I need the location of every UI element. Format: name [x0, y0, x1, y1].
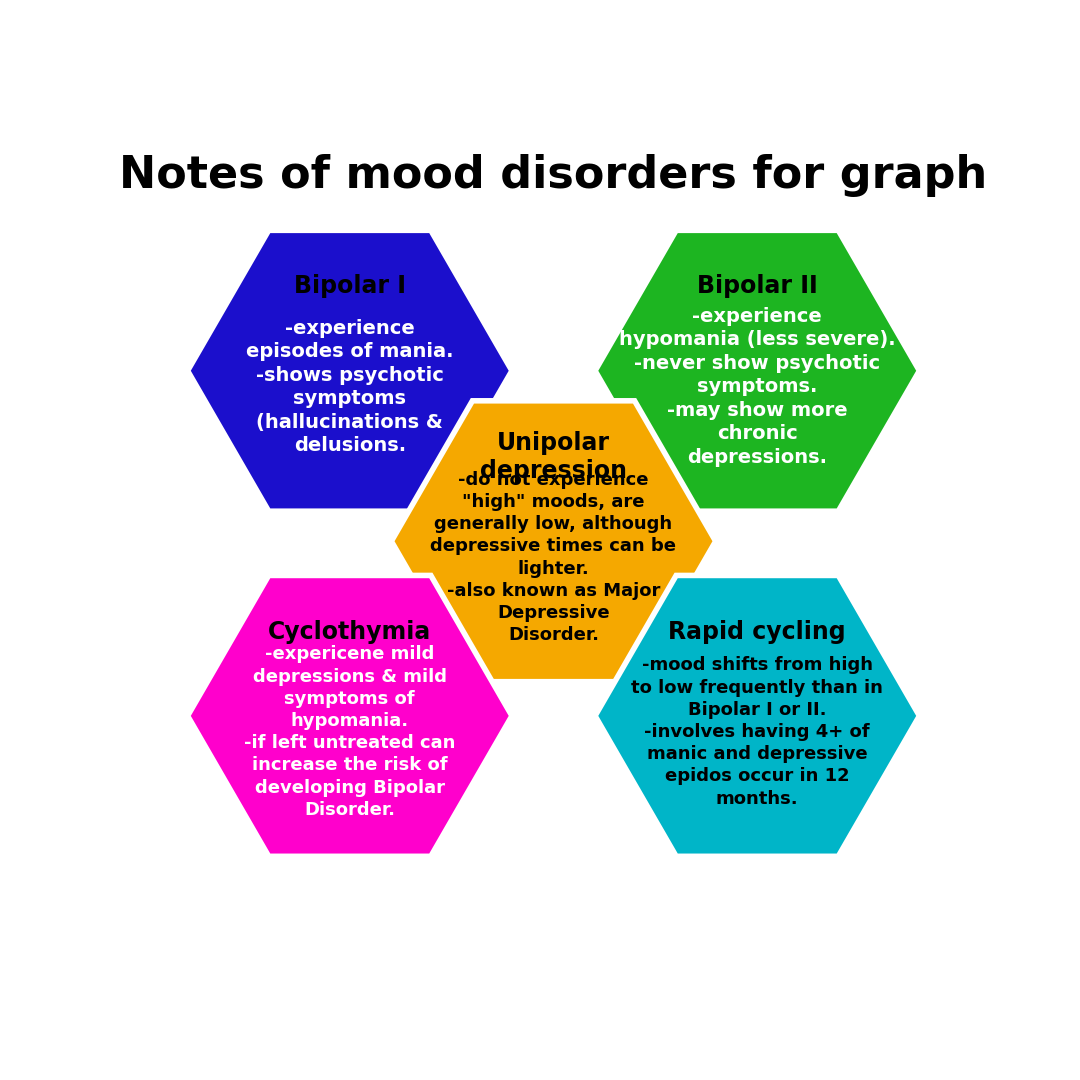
Text: -expericene mild
depressions & mild
symptoms of
hypomania.
-if left untreated ca: -expericene mild depressions & mild symp… [244, 646, 456, 819]
Text: -mood shifts from high
to low frequently than in
Bipolar I or II.
-involves havi: -mood shifts from high to low frequently… [632, 657, 883, 808]
Text: Bipolar I: Bipolar I [294, 274, 406, 298]
Text: Cyclothymia: Cyclothymia [268, 620, 431, 644]
Polygon shape [188, 576, 512, 856]
Text: -experience
episodes of mania.
-shows psychotic
symptoms
(hallucinations &
delus: -experience episodes of mania. -shows ps… [246, 319, 454, 456]
Text: Unipolar
depression: Unipolar depression [480, 431, 627, 483]
Text: Rapid cycling: Rapid cycling [669, 620, 846, 644]
Text: -experience
hypomania (less severe).
-never show psychotic
symptoms.
-may show m: -experience hypomania (less severe). -ne… [619, 307, 895, 467]
Text: Notes of mood disorders for graph: Notes of mood disorders for graph [120, 153, 987, 197]
Polygon shape [188, 230, 512, 511]
Polygon shape [595, 576, 919, 856]
Polygon shape [595, 230, 919, 511]
Polygon shape [391, 401, 716, 681]
Text: -do not experience
"high" moods, are
generally low, although
depressive times ca: -do not experience "high" moods, are gen… [431, 471, 676, 644]
Text: Bipolar II: Bipolar II [697, 274, 818, 298]
